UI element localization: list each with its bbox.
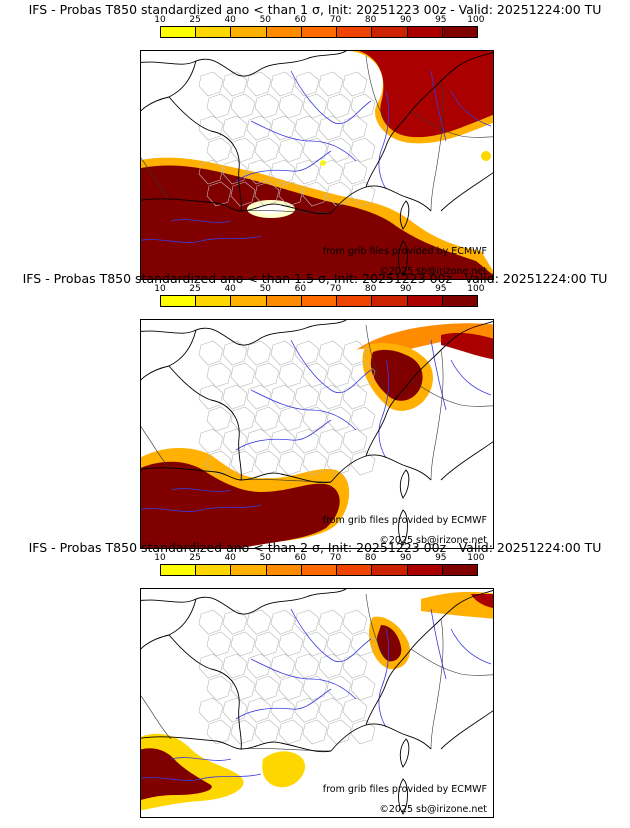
colorbar-tick-label: 60 xyxy=(294,15,307,25)
map-canvas xyxy=(141,320,493,548)
borders xyxy=(141,55,493,214)
colorbar-tick-label: 40 xyxy=(224,553,236,563)
colorbar-segment xyxy=(231,565,267,575)
coastline xyxy=(141,51,493,277)
colorbar-segment xyxy=(372,565,408,575)
panel-title: IFS - Probas T850 standardized ano < tha… xyxy=(28,540,602,555)
probability-map: from grib files provided by ECMWF ©2025 s… xyxy=(140,588,494,818)
colorbar-tick-label: 10 xyxy=(154,15,166,25)
colorbar-tick-label: 25 xyxy=(189,553,201,563)
colorbar-segment xyxy=(407,296,443,306)
colorbar-tick-label: 50 xyxy=(259,15,272,25)
colorbar-tick-label: 100 xyxy=(467,284,485,294)
map-canvas xyxy=(141,51,493,279)
colorbar-segment xyxy=(266,296,302,306)
source-credit: from grib files provided by ECMWF xyxy=(322,784,487,795)
rivers xyxy=(141,608,492,781)
colorbar xyxy=(160,295,478,307)
copyright-credit: ©2025 sb@irizone.net xyxy=(379,535,487,546)
map-panel: IFS - Probas T850 standardized ano < tha… xyxy=(0,2,630,280)
borders xyxy=(141,593,493,752)
colorbar-tick-label: 70 xyxy=(329,15,342,25)
colorbar-ticks: 10 25 40 50 60 70 80 90 95 100 xyxy=(154,15,484,26)
source-credit: from grib files provided by ECMWF xyxy=(322,515,487,526)
colorbar-segment xyxy=(161,27,197,37)
colorbar-tick-label: 60 xyxy=(294,553,307,563)
colorbar-segment xyxy=(231,296,267,306)
colorbar-segment xyxy=(266,565,302,575)
colorbar-tick-label: 60 xyxy=(294,284,307,294)
rivers xyxy=(141,339,492,512)
map-panel: IFS - Probas T850 standardized ano < tha… xyxy=(0,271,630,549)
colorbar-segment xyxy=(196,27,232,37)
colorbar-tick-label: 70 xyxy=(329,553,342,563)
panel-title: IFS - Probas T850 standardized ano < tha… xyxy=(28,2,602,17)
colorbar-tick-label: 25 xyxy=(189,284,201,294)
probability-field xyxy=(141,51,493,279)
probability-field xyxy=(141,323,493,548)
colorbar-segment xyxy=(407,565,443,575)
probability-map: from grib files provided by ECMWF ©2025 s… xyxy=(140,319,494,549)
colorbar-segment xyxy=(266,27,302,37)
colorbar-segment xyxy=(372,27,408,37)
colorbar-tick-label: 40 xyxy=(224,284,236,294)
probability-map: from grib files provided by ECMWF ©2025 s… xyxy=(140,50,494,280)
colorbar-tick-label: 80 xyxy=(364,553,377,563)
colorbar-segment xyxy=(161,296,197,306)
coastline xyxy=(141,320,493,546)
colorbar-tick-label: 100 xyxy=(467,553,485,563)
colorbar-segment xyxy=(442,27,477,37)
colorbar-tick-label: 90 xyxy=(399,553,412,563)
colorbar-tick-label: 100 xyxy=(467,15,485,25)
colorbar-segment xyxy=(196,565,232,575)
panel-title: IFS - Probas T850 standardized ano < tha… xyxy=(22,271,608,286)
copyright-credit: ©2025 sb@irizone.net xyxy=(379,804,487,815)
borders xyxy=(141,324,493,483)
colorbar-tick-label: 10 xyxy=(154,284,166,294)
colorbar-ticks: 10 25 40 50 60 70 80 90 95 100 xyxy=(154,553,484,564)
colorbar-segment xyxy=(301,27,338,37)
colorbar-tick-label: 95 xyxy=(435,284,447,294)
coastline xyxy=(141,589,493,815)
colorbar-tick-label: 95 xyxy=(435,553,447,563)
colorbar-segment xyxy=(231,27,267,37)
colorbar-segment xyxy=(442,565,477,575)
colorbar-tick-label: 50 xyxy=(259,553,272,563)
colorbar-tick-label: 90 xyxy=(399,15,412,25)
colorbar-tick-label: 70 xyxy=(329,284,342,294)
colorbar-tick-label: 95 xyxy=(435,15,447,25)
map-panel: IFS - Probas T850 standardized ano < tha… xyxy=(0,540,630,818)
colorbar-tick-label: 80 xyxy=(364,284,377,294)
colorbar-segment xyxy=(337,27,373,37)
colorbar-ticks: 10 25 40 50 60 70 80 90 95 100 xyxy=(154,284,484,295)
colorbar-segment xyxy=(337,565,373,575)
source-credit: from grib files provided by ECMWF xyxy=(322,246,487,257)
copyright-credit: ©2025 sb@irizone.net xyxy=(379,266,487,277)
map-canvas xyxy=(141,589,493,815)
departments xyxy=(198,340,376,476)
colorbar-segment xyxy=(337,296,373,306)
departments xyxy=(198,609,376,745)
colorbar-segment xyxy=(372,296,408,306)
colorbar xyxy=(160,564,478,576)
rivers xyxy=(141,70,492,243)
colorbar-segment xyxy=(301,296,338,306)
colorbar-tick-label: 10 xyxy=(154,553,166,563)
colorbar-tick-label: 80 xyxy=(364,15,377,25)
colorbar-segment xyxy=(161,565,197,575)
colorbar-tick-label: 90 xyxy=(399,284,412,294)
departments xyxy=(198,71,376,207)
colorbar-segment xyxy=(442,296,477,306)
colorbar xyxy=(160,26,478,38)
colorbar-tick-label: 40 xyxy=(224,15,236,25)
colorbar-tick-label: 25 xyxy=(189,15,201,25)
colorbar-segment xyxy=(301,565,338,575)
colorbar-tick-label: 50 xyxy=(259,284,272,294)
colorbar-segment xyxy=(196,296,232,306)
colorbar-segment xyxy=(407,27,443,37)
